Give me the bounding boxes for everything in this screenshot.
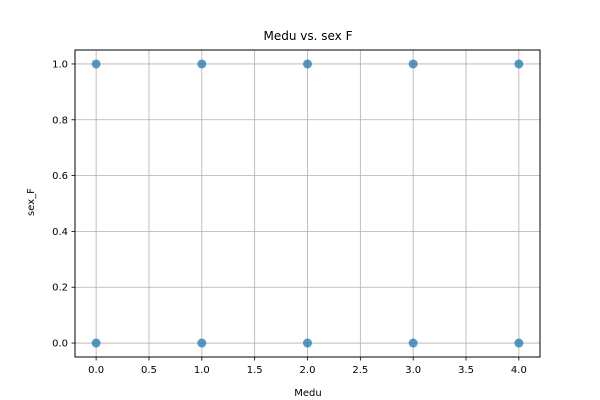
y-tick-label: 0.4 xyxy=(52,227,68,238)
data-point xyxy=(91,338,101,348)
x-tick-label: 1.0 xyxy=(194,365,210,376)
data-point xyxy=(514,338,524,348)
x-tick-label: 3.5 xyxy=(458,365,474,376)
chart-title: Medu vs. sex F xyxy=(264,29,353,43)
x-tick-label: 3.0 xyxy=(405,365,421,376)
data-point xyxy=(91,59,101,69)
x-tick-label: 0.5 xyxy=(141,365,157,376)
y-tick-label: 0.2 xyxy=(52,283,68,294)
data-point xyxy=(408,338,418,348)
axis-ticks: 0.0 0.5 1.0 1.5 2.0 2.5 3.0 3.5 4.0 0.0 0.2 0.4 0.6 0… xyxy=(52,59,527,376)
grid xyxy=(75,50,540,357)
data-point xyxy=(197,338,207,348)
data-points xyxy=(91,59,524,348)
y-tick-label: 0.6 xyxy=(52,171,68,182)
data-point xyxy=(197,59,207,69)
y-axis-label: sex_F xyxy=(26,188,37,216)
data-point xyxy=(408,59,418,69)
y-tick-label: 0.8 xyxy=(52,115,68,126)
data-point xyxy=(303,338,312,348)
data-point xyxy=(514,59,524,69)
data-point xyxy=(303,59,312,69)
x-tick-label: 0.0 xyxy=(88,365,104,376)
x-tick-label: 1.5 xyxy=(247,365,263,376)
y-tick-label: 1.0 xyxy=(52,59,68,70)
x-tick-label: 2.5 xyxy=(352,365,368,376)
x-tick-label: 2.0 xyxy=(300,365,316,376)
x-axis-label: Medu xyxy=(294,388,321,399)
x-tick-label: 4.0 xyxy=(511,365,527,376)
y-tick-label: 0.0 xyxy=(52,339,68,350)
